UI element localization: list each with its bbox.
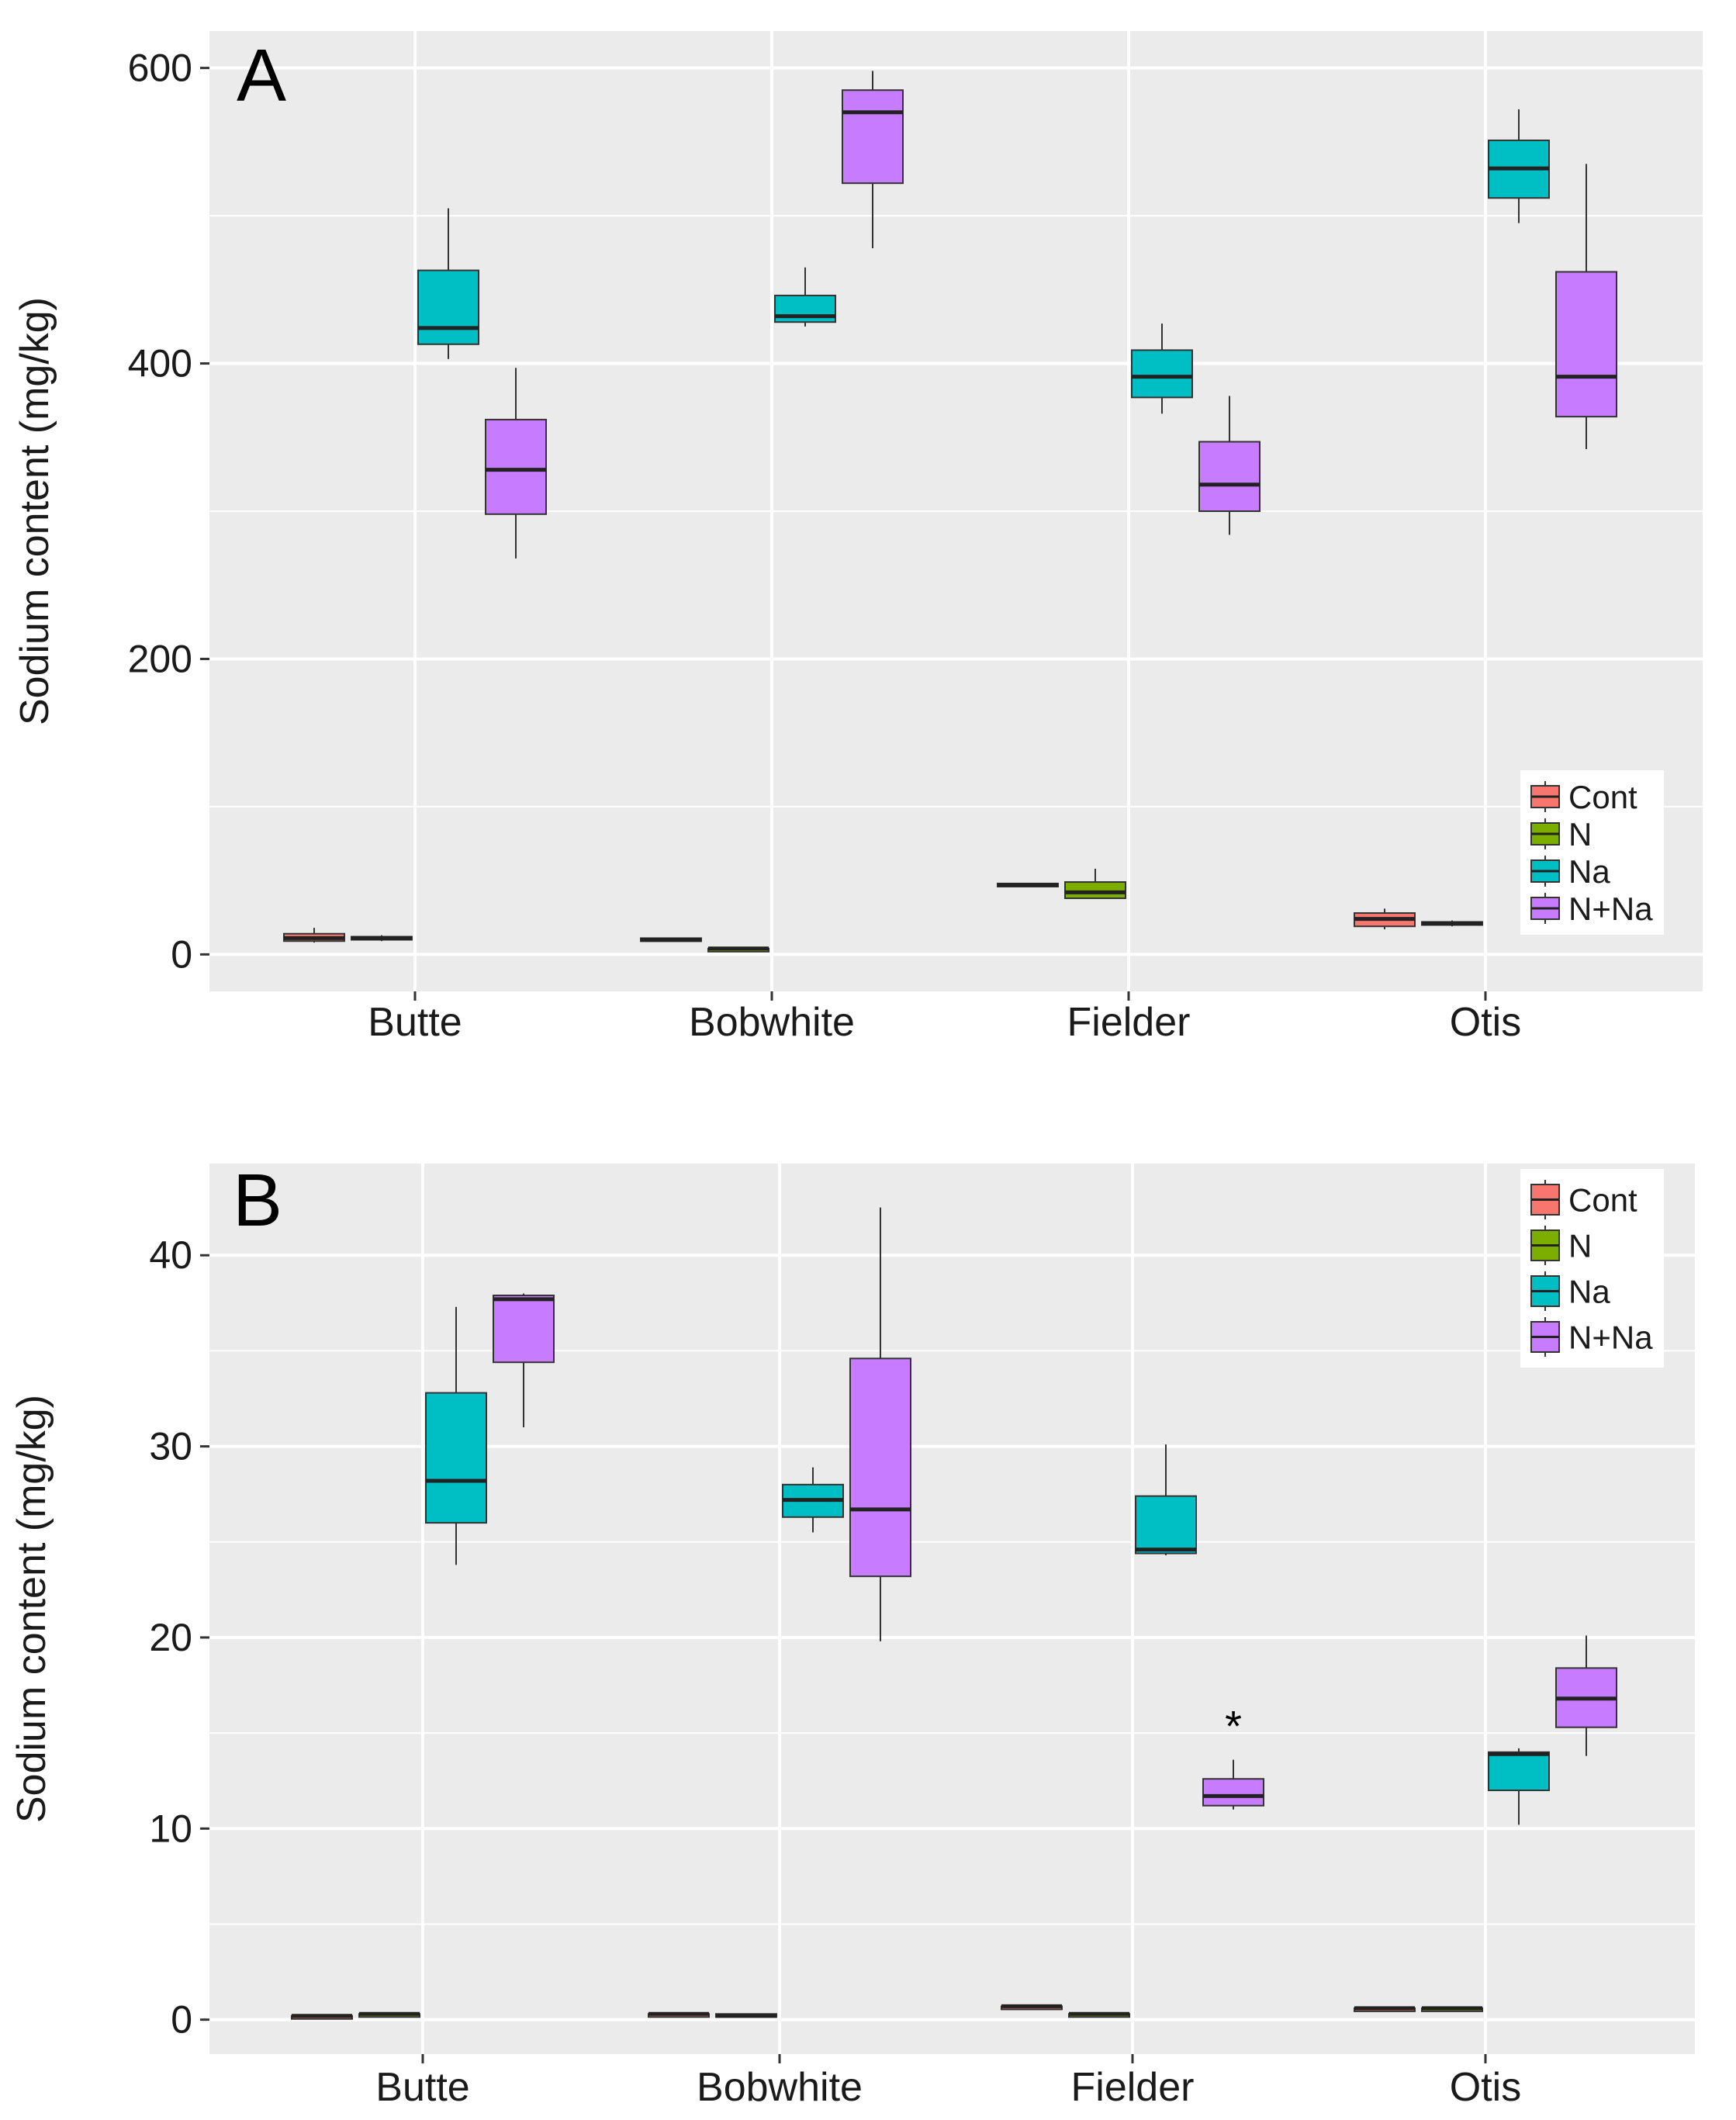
box-bobwhite-n-na	[842, 71, 904, 248]
box-butte-n-na	[485, 368, 547, 559]
legend-label: N+Na	[1568, 1319, 1653, 1356]
y-tick-label: 400	[128, 342, 192, 386]
significance-marker: *	[1225, 1701, 1242, 1750]
box-iqr	[1488, 1751, 1550, 1792]
box-iqr	[1198, 441, 1261, 513]
panel-B: 0 10 20 30 40 B Sodium content (mg/kg) Butte Bob…	[9, 1159, 1695, 2110]
box-bobwhite-cont	[648, 2011, 710, 2018]
legend-label: Cont	[1568, 1182, 1637, 1219]
legend-label: N	[1568, 816, 1592, 852]
box-bobwhite-n	[707, 946, 769, 953]
box-otis-cont	[1354, 908, 1416, 930]
box-otis-cont	[1354, 2006, 1416, 2012]
box-otis-na	[1488, 1748, 1550, 1825]
box-fielder-na	[1135, 1444, 1197, 1556]
legend-label: N+Na	[1568, 891, 1653, 927]
box-iqr	[1135, 1495, 1197, 1555]
plot-background	[209, 1164, 1695, 2054]
box-otis-n	[1421, 920, 1483, 927]
box-fielder-n-na	[1202, 1759, 1264, 1810]
box-butte-cont	[291, 2014, 353, 2020]
x-tick-label: Butte	[375, 2065, 469, 2110]
box-butte-n	[358, 2011, 420, 2018]
box-iqr	[425, 1392, 487, 1524]
box-butte-n	[351, 935, 413, 942]
y-tick-label: 600	[128, 47, 192, 90]
box-bobwhite-na	[774, 267, 836, 327]
box-iqr	[485, 418, 547, 515]
box-otis-na	[1488, 109, 1550, 223]
x-tick-label: Otis	[1450, 2065, 1521, 2110]
box-fielder-n	[1064, 868, 1126, 900]
legend-label: Cont	[1568, 779, 1637, 815]
y-tick-label: 200	[128, 637, 192, 680]
box-iqr	[842, 89, 904, 185]
box-fielder-cont	[1001, 2004, 1063, 2011]
legend-label: Na	[1568, 1274, 1610, 1310]
box-iqr	[493, 1294, 555, 1364]
box-fielder-cont	[997, 882, 1059, 887]
box-butte-cont	[283, 928, 345, 943]
x-tick-label: Fielder	[1067, 1000, 1191, 1045]
box-iqr	[1202, 1778, 1264, 1807]
box-bobwhite-cont	[640, 937, 702, 942]
box-iqr	[1064, 881, 1126, 900]
legend-label: Na	[1568, 853, 1610, 890]
box-iqr	[1131, 349, 1193, 399]
box-fielder-n	[1068, 2011, 1130, 2018]
box-butte-n-na	[493, 1293, 555, 1427]
panel-label: A	[237, 34, 286, 117]
y-tick-label: 0	[171, 932, 192, 976]
panel-A: 0 200 400 600 A Sodium content (mg/kg) Butte Bo…	[12, 31, 1703, 1045]
legend-label: N	[1568, 1228, 1592, 1264]
y-tick-label: 40	[149, 1233, 192, 1277]
x-tick-label: Fielder	[1071, 2065, 1195, 2110]
x-tick-label: Otis	[1450, 1000, 1521, 1045]
y-axis-label: Sodium content (mg/kg)	[12, 297, 57, 725]
box-otis-n-na	[1555, 164, 1617, 450]
box-bobwhite-na	[782, 1467, 844, 1533]
box-bobwhite-n	[715, 2013, 777, 2018]
legend: Cont N Na N+Na	[1520, 1169, 1664, 1368]
box-iqr	[849, 1357, 911, 1578]
box-iqr	[417, 269, 479, 345]
x-tick-label: Butte	[368, 1000, 462, 1045]
box-otis-n	[1421, 2006, 1483, 2012]
box-iqr	[1555, 271, 1617, 418]
box-fielder-n-na	[1198, 396, 1261, 535]
x-tick-label: Bobwhite	[689, 1000, 855, 1045]
y-tick-label: 10	[149, 1807, 192, 1850]
box-butte-na	[425, 1306, 487, 1565]
panel-label: B	[233, 1159, 282, 1242]
y-tick-label: 30	[149, 1425, 192, 1468]
y-axis-label: Sodium content (mg/kg)	[9, 1395, 54, 1823]
box-bobwhite-n-na	[849, 1207, 911, 1641]
box-fielder-na	[1131, 323, 1193, 414]
x-tick-label: Bobwhite	[697, 2065, 863, 2110]
box-otis-n-na	[1555, 1635, 1617, 1756]
y-tick-label: 0	[171, 1998, 192, 2042]
y-tick-label: 20	[149, 1616, 192, 1659]
box-butte-na	[417, 208, 479, 359]
